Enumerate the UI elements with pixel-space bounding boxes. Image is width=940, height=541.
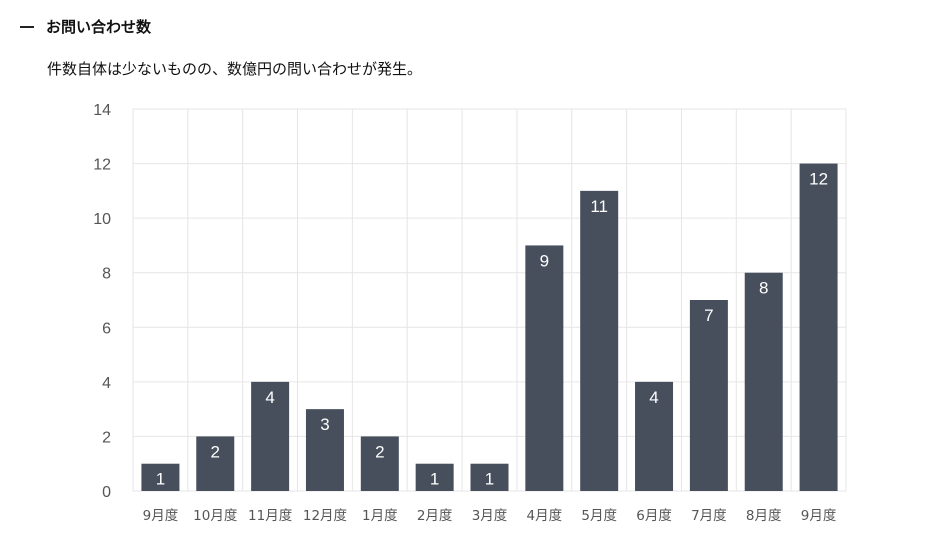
y-tick-label: 2 <box>102 429 111 446</box>
x-tick-label: 9月度 <box>143 508 179 524</box>
bar <box>635 381 674 491</box>
x-tick-label: 3月度 <box>472 508 508 524</box>
bar <box>360 436 399 491</box>
y-tick-label: 12 <box>93 157 111 174</box>
bar <box>525 245 564 491</box>
data-label: 1 <box>156 470 165 489</box>
data-label: 2 <box>211 442 220 461</box>
section-title: お問い合わせ数 <box>46 18 152 36</box>
y-tick-label: 6 <box>102 320 111 337</box>
x-tick-label: 10月度 <box>193 508 237 524</box>
x-tick-label: 4月度 <box>527 508 563 524</box>
bar <box>580 190 619 491</box>
data-label: 2 <box>375 442 384 461</box>
x-tick-label: 7月度 <box>691 508 727 524</box>
x-tick-label: 8月度 <box>746 508 782 524</box>
chart-subtitle: 件数自体は少ないものの、数億円の問い合わせが発生。 <box>47 60 423 78</box>
data-label: 4 <box>649 388 658 407</box>
x-tick-label: 9月度 <box>801 508 837 524</box>
data-label: 1 <box>485 470 494 489</box>
data-label: 11 <box>590 197 608 216</box>
data-label: 8 <box>759 279 768 298</box>
bar <box>470 463 509 491</box>
bar <box>744 272 783 491</box>
bar <box>689 300 728 491</box>
x-tick-label: 6月度 <box>636 508 672 524</box>
bar <box>141 463 180 491</box>
bar <box>799 163 838 492</box>
y-tick-label: 0 <box>102 484 111 501</box>
bar <box>251 381 290 491</box>
x-tick-label: 11月度 <box>248 508 292 524</box>
data-label: 3 <box>320 415 329 434</box>
y-tick-label: 4 <box>102 375 111 392</box>
x-tick-label: 1月度 <box>362 508 398 524</box>
y-tick-label: 10 <box>93 211 111 228</box>
bar <box>196 436 235 491</box>
data-label: 9 <box>540 251 549 270</box>
y-tick-label: 8 <box>102 266 111 283</box>
data-label: 12 <box>809 170 828 189</box>
y-tick-label: 14 <box>93 102 111 119</box>
dash-icon <box>20 25 34 28</box>
section-header: お問い合わせ数 <box>20 16 151 37</box>
data-label: 1 <box>430 470 439 489</box>
bar <box>415 463 454 491</box>
x-tick-label: 12月度 <box>303 508 347 524</box>
data-label: 7 <box>704 306 713 325</box>
data-label: 4 <box>265 388 274 407</box>
x-tick-label: 2月度 <box>417 508 453 524</box>
x-tick-label: 5月度 <box>581 508 617 524</box>
bar <box>305 409 344 491</box>
